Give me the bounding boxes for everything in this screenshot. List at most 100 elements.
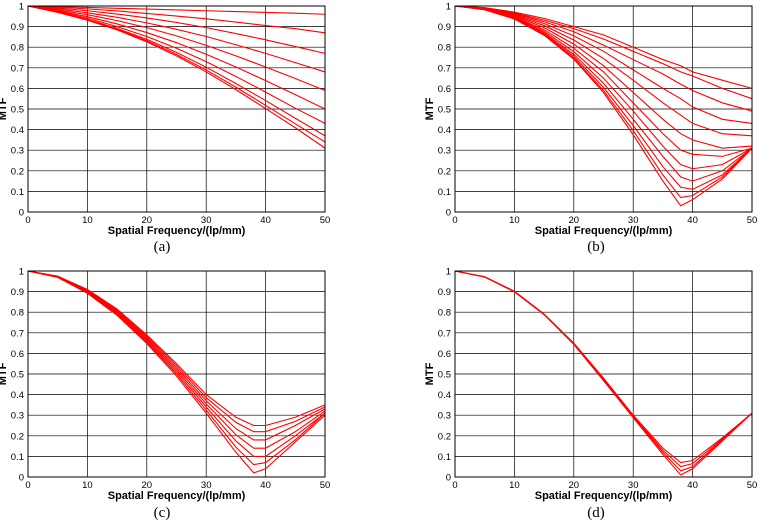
y-tick-label: 0.4 — [438, 390, 451, 401]
x-tick-label: 10 — [509, 480, 520, 491]
y-tick-label: 0.1 — [11, 452, 24, 463]
x-tick-label: 0 — [25, 480, 30, 491]
chart-panel-2: 0 10 20 30 40 50 0 0.1 0.2 0.3 0.4 0.5 0.6 0.7 0.8 0.9 1… — [424, 2, 757, 256]
y-tick-label: 0.9 — [438, 287, 451, 298]
y-axis-label: MTF — [0, 97, 9, 120]
series-line-1 — [454, 5, 753, 89]
y-tick-label: 0.6 — [438, 84, 451, 95]
y-tick-label: 0.2 — [11, 431, 24, 442]
chart-panel-1: 0 10 20 30 40 50 0 0.1 0.2 0.3 0.4 0.5 0.6 0.7 0.8 0.9 1… — [0, 2, 330, 256]
y-tick-label: 0.7 — [438, 328, 451, 339]
y-tick-label: 0.7 — [438, 63, 451, 74]
y-tick-label: 0.5 — [438, 105, 451, 116]
series-line-5 — [27, 5, 326, 91]
y-tick-label: 1 — [446, 267, 451, 278]
series-line-6 — [27, 5, 326, 110]
y-tick-label: 0.1 — [438, 187, 451, 198]
series-line-7 — [27, 5, 326, 124]
series-line-3 — [27, 5, 326, 54]
y-tick-label: 0.9 — [438, 22, 451, 33]
x-axis-label: Spatial Frequency/(lp/mm) — [535, 490, 673, 502]
series-line-6 — [454, 5, 753, 149]
y-tick-label: 0.6 — [11, 84, 24, 95]
y-tick-label: 0.6 — [438, 349, 451, 360]
y-tick-label: 0.3 — [438, 146, 451, 157]
panel-caption: (d) — [587, 505, 605, 521]
series-line-5 — [454, 5, 753, 137]
x-tick-label: 50 — [320, 215, 331, 226]
y-tick-label: 0.9 — [11, 22, 24, 33]
y-tick-label: 1 — [19, 267, 24, 278]
y-tick-label: 0.7 — [11, 328, 24, 339]
axes-box — [27, 270, 326, 478]
x-tick-label: 50 — [320, 480, 331, 491]
x-tick-label: 0 — [452, 215, 457, 226]
y-tick-label: 0.8 — [11, 43, 24, 54]
x-tick-label: 30 — [628, 215, 639, 226]
y-tick-label: 0.2 — [438, 431, 451, 442]
panel-caption: (a) — [154, 239, 171, 255]
axes-box — [454, 5, 753, 213]
series-line-4 — [454, 5, 753, 124]
x-tick-label: 30 — [201, 215, 212, 226]
x-tick-label: 10 — [509, 215, 520, 226]
y-tick-label: 0.3 — [11, 146, 24, 157]
x-tick-label: 10 — [82, 480, 93, 491]
series-line-10 — [27, 5, 326, 149]
y-tick-label: 0.3 — [438, 411, 451, 422]
y-tick-label: 0.1 — [11, 187, 24, 198]
x-axis-label: Spatial Frequency/(lp/mm) — [535, 225, 673, 237]
series-line-4 — [454, 270, 753, 476]
chart-panel-3: 0 10 20 30 40 50 0 0.1 0.2 0.3 0.4 0.5 0.6 0.7 0.8 0.9 1… — [0, 267, 330, 522]
x-tick-label: 20 — [569, 480, 580, 491]
y-tick-label: 0.2 — [438, 166, 451, 177]
x-tick-label: 50 — [747, 480, 758, 491]
y-tick-label: 0.2 — [11, 166, 24, 177]
y-axis-label: MTF — [424, 97, 436, 120]
y-tick-label: 0 — [446, 208, 451, 219]
y-tick-label: 0.4 — [11, 390, 24, 401]
panel-caption: (c) — [154, 505, 171, 521]
y-tick-label: 0 — [19, 208, 24, 219]
y-tick-label: 0 — [19, 473, 24, 484]
x-tick-label: 20 — [569, 215, 580, 226]
y-tick-label: 0.8 — [11, 308, 24, 319]
x-tick-label: 40 — [687, 480, 698, 491]
x-axis-label: Spatial Frequency/(lp/mm) — [108, 490, 246, 502]
x-tick-label: 20 — [142, 215, 153, 226]
x-tick-label: 10 — [82, 215, 93, 226]
y-axis-label: MTF — [0, 362, 9, 385]
x-tick-label: 50 — [747, 215, 758, 226]
y-tick-label: 0.4 — [11, 125, 24, 136]
y-tick-label: 0.4 — [438, 125, 451, 136]
series-line-4 — [27, 5, 326, 73]
series-line-7 — [27, 270, 326, 474]
x-axis-label: Spatial Frequency/(lp/mm) — [108, 225, 246, 237]
axes-box — [454, 270, 753, 478]
y-tick-label: 0.7 — [11, 63, 24, 74]
y-tick-label: 0.9 — [11, 287, 24, 298]
series-line-12 — [454, 5, 753, 207]
y-tick-label: 0.5 — [438, 370, 451, 381]
y-tick-label: 0.5 — [11, 105, 24, 116]
axes-box — [27, 5, 326, 213]
x-tick-label: 0 — [25, 215, 30, 226]
y-tick-label: 0.1 — [438, 452, 451, 463]
y-tick-label: 0.3 — [11, 411, 24, 422]
y-tick-label: 0.8 — [438, 308, 451, 319]
y-tick-label: 0.8 — [438, 43, 451, 54]
x-tick-label: 40 — [687, 215, 698, 226]
y-tick-label: 0.5 — [11, 370, 24, 381]
y-tick-label: 1 — [446, 2, 451, 13]
y-tick-label: 1 — [19, 2, 24, 13]
x-tick-label: 0 — [452, 480, 457, 491]
x-tick-label: 40 — [260, 215, 271, 226]
y-tick-label: 0.6 — [11, 349, 24, 360]
series-line-1 — [27, 5, 326, 15]
y-axis-label: MTF — [424, 362, 436, 385]
panel-caption: (b) — [587, 239, 605, 255]
y-tick-label: 0 — [446, 473, 451, 484]
x-tick-label: 20 — [142, 480, 153, 491]
series-line-2 — [27, 5, 326, 34]
